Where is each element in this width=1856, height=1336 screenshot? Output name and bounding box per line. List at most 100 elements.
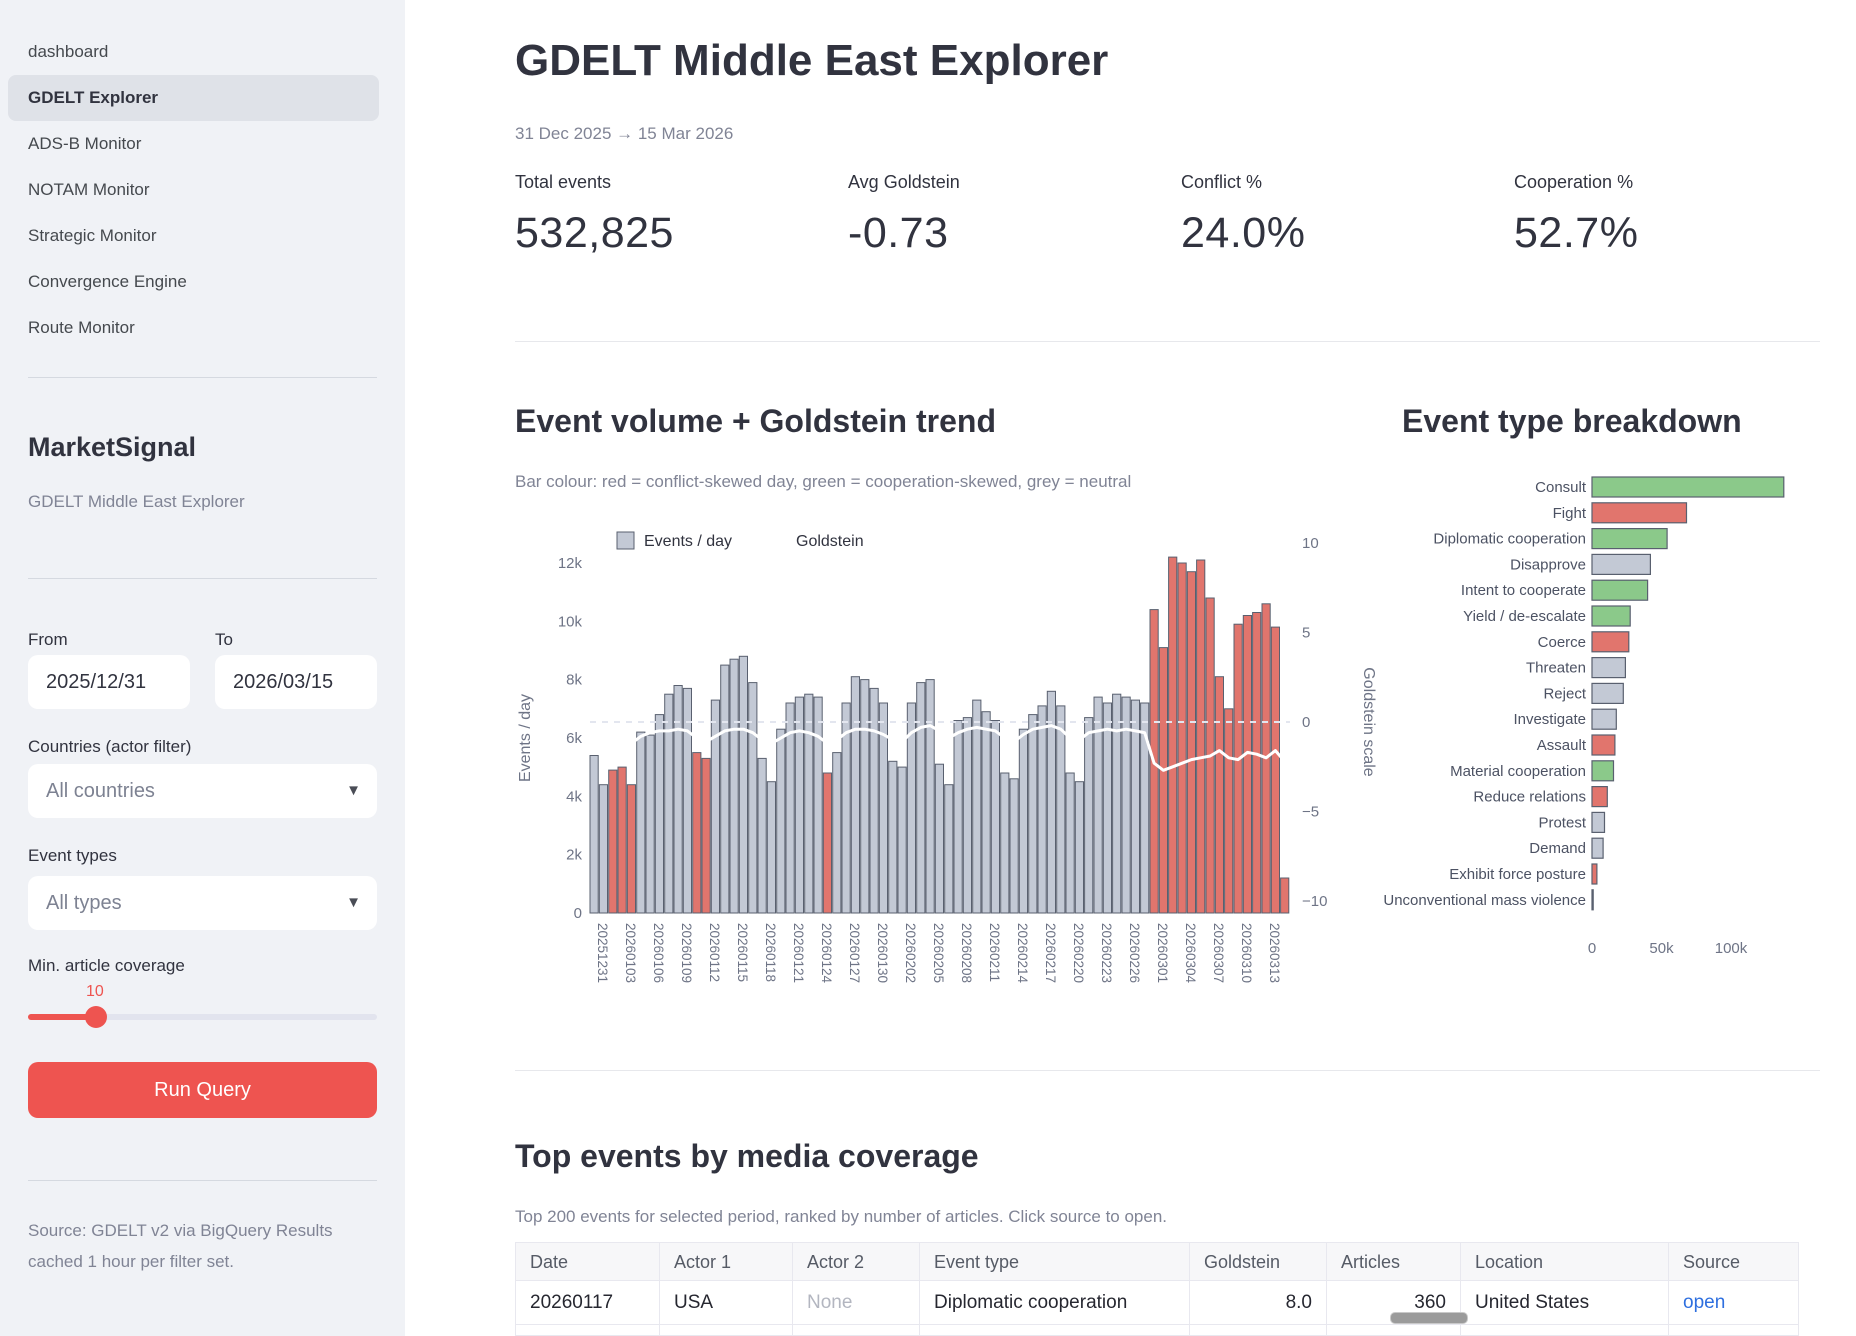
x-axis-tick: 20260118 [763,923,778,982]
volume-chart-subtitle: Bar colour: red = conflict-skewed day, g… [515,472,1132,491]
x-axis-tick: 20260301 [1155,923,1170,983]
volume-bar [1252,612,1262,914]
volume-goldstein-chart: Events / day Goldstein 0 2k 4k 6k 8k 10k 12k Even… [517,531,1377,984]
top-events-table: Date Actor 1 Actor 2 Event type Goldstein Art… [515,1242,1799,1336]
sidebar-item-convergence-engine[interactable]: Convergence Engine [28,272,187,291]
volume-bar [617,766,627,914]
x-axis-tick: 20260127 [847,923,862,983]
volume-bar [645,734,655,914]
volume-bar [953,720,963,914]
volume-bar [1130,699,1140,914]
sidebar-item-dashboard[interactable]: dashboard [28,42,109,61]
coverage-slider-thumb[interactable] [85,1006,107,1028]
table-header-cell: Goldstein [1190,1243,1327,1281]
volume-bar [692,752,702,914]
table-cell: USA [660,1281,793,1325]
event-types-select-value: All types [46,892,122,914]
sidebar: dashboard GDELT Explorer ADS-B Monitor NOTA… [0,0,405,1336]
table-cell: None [793,1281,920,1325]
breakdown-bar [1591,579,1649,601]
divider [515,1070,1820,1071]
y-axis-label: Events / day [517,694,534,782]
coverage-slider-value: 10 [86,983,104,1000]
breakdown-category-label: Disapprove [1510,556,1586,573]
legend-bar-swatch [616,531,635,550]
legend-goldstein-label: Goldstein [796,533,864,550]
volume-bar [701,757,711,914]
volume-bar [785,702,795,914]
event-types-select[interactable]: All types ▼ [28,876,377,930]
sidebar-item-strategic-monitor[interactable]: Strategic Monitor [28,226,157,245]
breakdown-bar [1591,502,1688,524]
sidebar-item-gdelt-explorer[interactable]: GDELT Explorer [8,75,379,121]
metric-label: Total events [515,172,612,192]
volume-bar [916,682,926,914]
chevron-down-icon: ▼ [346,894,361,911]
volume-bar [944,784,954,914]
x-axis-tick: 20260310 [1239,923,1254,983]
volume-bar [738,655,748,914]
table-header-cell: Articles [1327,1243,1461,1281]
x-axis-tick: 20260226 [1127,923,1142,983]
x-axis-tick: 20260109 [679,923,694,983]
breakdown-category-label: Protest [1538,814,1586,831]
breakdown-category-label: Threaten [1526,660,1586,677]
table-cell [516,1325,660,1335]
y-axis-tick: 12k [558,555,583,572]
volume-bar [1056,705,1066,914]
volume-bar [1224,708,1234,914]
volume-bar [804,693,814,914]
volume-bar [878,702,888,914]
metric: Conflict % 24.0% [1181,172,1514,258]
x-axis-tick: 20260205 [931,923,946,983]
table-cell [793,1325,920,1335]
volume-bar [1242,615,1252,914]
volume-bar [1102,702,1112,914]
breakdown-category-label: Fight [1553,505,1587,522]
sidebar-item-ads-b-monitor[interactable]: ADS-B Monitor [28,134,142,153]
sidebar-divider [28,578,377,579]
volume-bar [1037,705,1047,914]
metric-value: 24.0% [1181,209,1306,257]
sidebar-divider [28,377,377,378]
right-axis-tick: 0 [1302,714,1310,731]
volume-bar [1280,877,1290,914]
countries-select-value: All countries [46,780,155,802]
source-open-link[interactable]: open [1683,1292,1726,1313]
breakdown-category-label: Diplomatic cooperation [1433,531,1586,548]
volume-bar [1121,696,1131,914]
breakdown-category-label: Yield / de-escalate [1463,608,1586,625]
table-cell [1190,1325,1327,1335]
breakdown-bar [1591,786,1608,808]
goldstein-trend-line [592,724,1287,772]
top-events-title: Top events by media coverage [515,1138,979,1174]
date-range: 31 Dec 2025 → 15 Mar 2026 [515,124,734,143]
x-axis-tick: 20251231 [595,923,610,983]
table-header-cell: Date [516,1243,660,1281]
sidebar-item-notam-monitor[interactable]: NOTAM Monitor [28,180,150,199]
run-query-button[interactable]: Run Query [28,1062,377,1118]
sidebar-item-route-monitor[interactable]: Route Monitor [28,318,135,337]
legend-bar-label: Events / day [644,533,732,550]
countries-select[interactable]: All countries ▼ [28,764,377,818]
volume-bar [832,752,842,914]
event-type-breakdown-chart: Consult Fight Diplomatic cooperation Disapp… [1383,476,1785,957]
brand-subtitle: GDELT Middle East Explorer [28,492,245,511]
volume-bar [813,696,823,914]
to-date-input[interactable]: 2026/03/15 [215,655,377,709]
x-axis-tick: 20260307 [1211,923,1226,983]
right-axis-tick: −10 [1302,893,1327,910]
volume-bar [682,687,693,914]
coverage-slider[interactable] [28,1006,377,1028]
table-horizontal-scrollbar[interactable] [1390,1312,1468,1324]
breakdown-bar [1591,863,1598,885]
metric: Avg Goldstein -0.73 [848,172,1181,258]
volume-bar [1009,778,1019,914]
from-date-input[interactable]: 2025/12/31 [28,655,190,709]
table-cell-none: None [807,1292,853,1313]
volume-bar [1046,690,1056,914]
volume-bar [1168,556,1178,914]
volume-bar [981,711,991,914]
sidebar-divider [28,1180,377,1181]
